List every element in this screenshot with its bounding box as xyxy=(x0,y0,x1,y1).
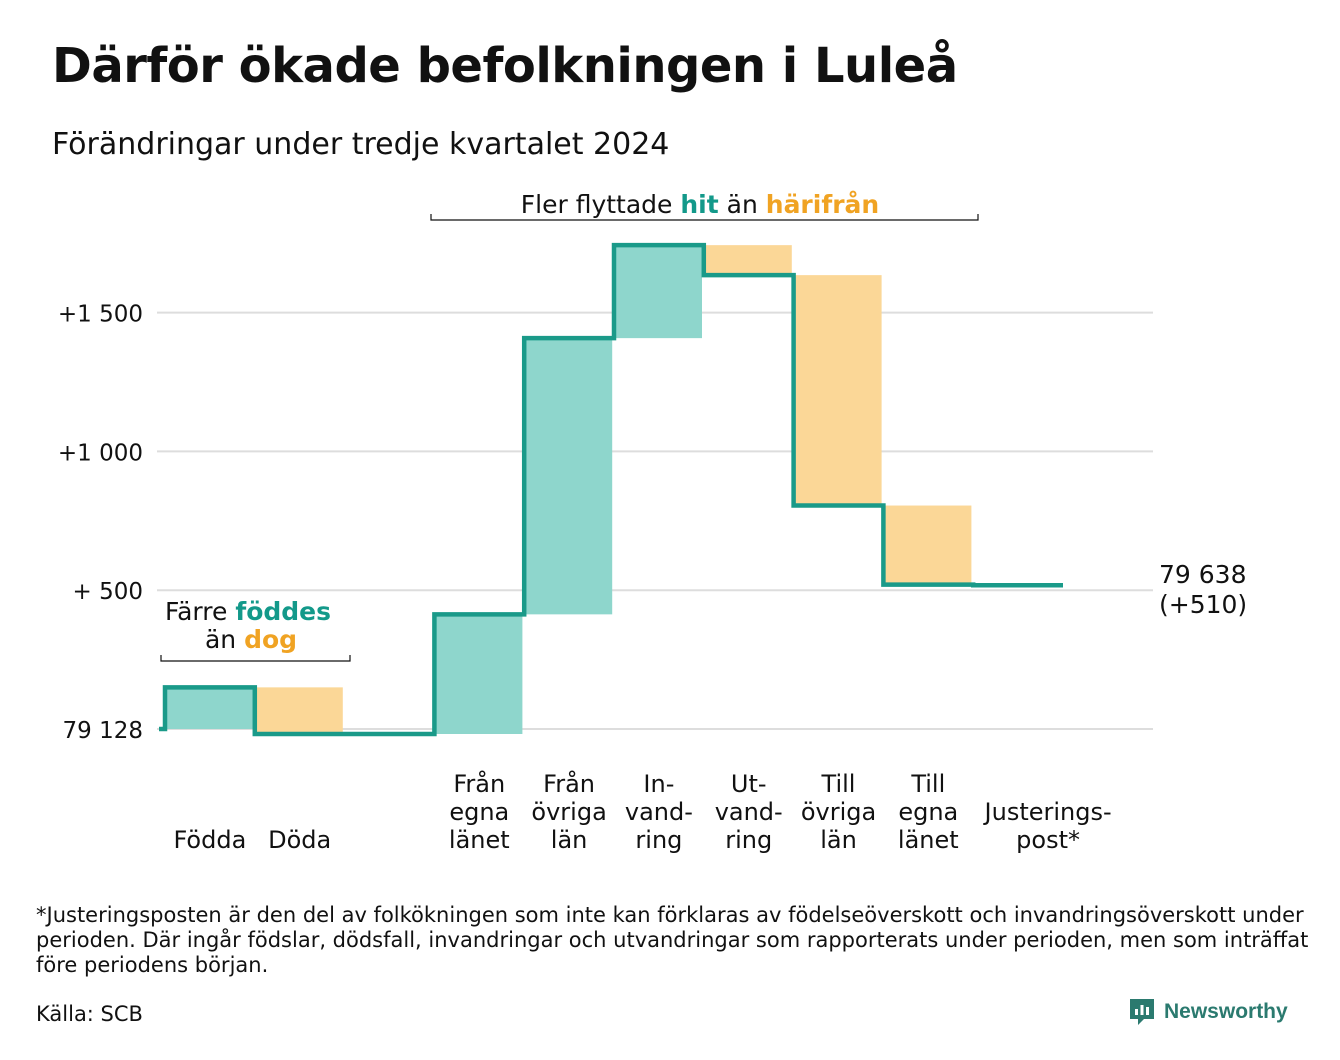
migration-bracket xyxy=(430,214,979,221)
category-label: In- xyxy=(643,770,674,798)
category-label: vand- xyxy=(625,798,693,826)
category-label: Justerings- xyxy=(983,798,1112,826)
category-label: länet xyxy=(449,826,510,854)
bar-inflow xyxy=(165,687,253,729)
page-subtitle: Förändringar under tredje kvartalet 2024 xyxy=(52,127,670,162)
end-value-label: 79 638 xyxy=(1159,560,1246,589)
y-tick-label: + 500 xyxy=(73,579,143,605)
bars xyxy=(165,245,972,734)
footnote: *Justeringsposten är den del av folkökni… xyxy=(36,903,1309,977)
category-labels: Födda DödaFrånegnalänetFrånövrigalänIn-va… xyxy=(173,769,1111,854)
y-tick-label: +1 000 xyxy=(58,440,143,466)
category-label: övriga xyxy=(531,798,606,826)
category-label: ring xyxy=(635,826,682,854)
brand-logo: Newsworthy xyxy=(1128,997,1288,1027)
bar-inflow xyxy=(614,245,702,339)
category-label: Födda xyxy=(173,826,246,854)
bar-inflow xyxy=(524,338,613,615)
y-tick-label: +1 500 xyxy=(58,302,143,328)
category-label: vand- xyxy=(715,798,783,826)
category-label: Döda xyxy=(268,826,331,854)
category-label: län xyxy=(820,826,857,854)
bar-outflow xyxy=(703,245,792,276)
bar-outflow xyxy=(883,505,972,585)
migration-annotation: Fler flyttade hit än härifrån xyxy=(430,190,979,221)
page-title: Därför ökade befolkningen i Luleå xyxy=(52,38,958,94)
category-label: post* xyxy=(1016,826,1080,854)
category-label: länet xyxy=(898,826,959,854)
category-label: egna xyxy=(449,798,509,826)
category-label: län xyxy=(551,826,588,854)
population-line xyxy=(159,242,1063,737)
category-label: Till xyxy=(821,770,856,798)
category-label: egna xyxy=(898,798,958,826)
newsworthy-logo-icon xyxy=(1130,999,1154,1025)
category-label: Från xyxy=(453,769,505,798)
category-label: övriga xyxy=(801,798,876,826)
brand-name: Newsworthy xyxy=(1164,1000,1288,1023)
migration-annotation-text: Fler flyttade hit än härifrån xyxy=(521,190,879,219)
category-label: ring xyxy=(725,826,772,854)
y-axis-ticks: 79 128 + 500 +1 000 +1 500 xyxy=(58,302,143,744)
category-label: Från xyxy=(543,769,595,798)
births-bracket xyxy=(160,655,351,662)
population-step-line xyxy=(159,242,1063,737)
y-tick-label: 79 128 xyxy=(63,718,143,744)
source-label: Källa: SCB xyxy=(36,1002,143,1026)
category-label: Till xyxy=(910,770,945,798)
bar-outflow xyxy=(254,687,343,734)
births-annotation-line2: än dog xyxy=(205,625,297,654)
births-annotation: Färre föddes än dog xyxy=(160,597,351,662)
births-annotation-line1: Färre föddes xyxy=(165,597,331,626)
waterfall-chart: 79 128+ 500+1 000+1 500 Födda DödaFrånegn… xyxy=(58,190,1247,854)
bar-outflow xyxy=(793,275,882,506)
gridlines xyxy=(157,311,1153,730)
end-change-label: (+510) xyxy=(1159,590,1247,619)
category-label: Ut- xyxy=(731,770,767,798)
bar-inflow xyxy=(434,614,523,734)
